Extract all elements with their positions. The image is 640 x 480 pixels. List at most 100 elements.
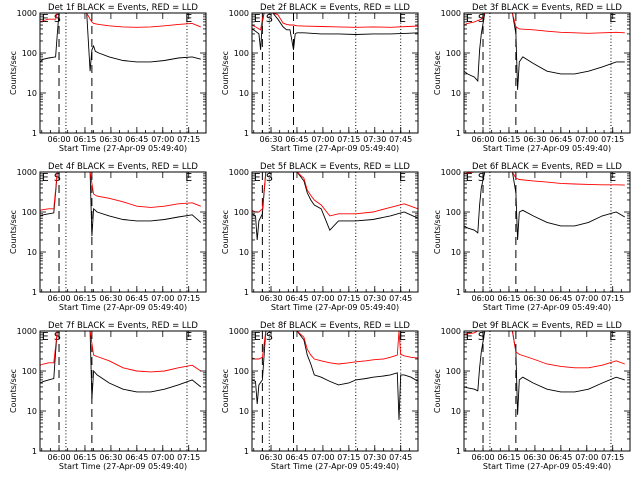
x-tick-label: 07:30 [363, 135, 386, 144]
x-tick-label: 07:00 [575, 135, 598, 144]
chart-title: Det 4f BLACK = Events, RED = LLD [48, 162, 198, 172]
x-tick-label: 06:45 [125, 135, 148, 144]
x-axis-label: Start Time (27-Apr-09 05:49:40) [483, 303, 611, 312]
x-tick-label: 06:45 [549, 294, 572, 303]
series-line-lld [251, 330, 419, 365]
x-tick-label: 06:15 [497, 453, 520, 462]
x-tick-label: 07:00 [151, 294, 174, 303]
y-tick-label: 10 [239, 407, 249, 416]
chart-title: Det 6f BLACK = Events, RED = LLD [472, 162, 622, 172]
x-tick-label: 07:15 [337, 453, 360, 462]
y-tick-label: 10 [239, 248, 249, 257]
chart-title: Det 9f BLACK = Events, RED = LLD [472, 321, 622, 331]
plot-frame [39, 330, 207, 452]
series-line-events [251, 171, 419, 241]
x-tick-label: 07:00 [311, 453, 334, 462]
y-axis-label: Counts/sec [221, 51, 230, 95]
range-marker-e: E [254, 12, 261, 25]
chart-title: Det 5f BLACK = Events, RED = LLD [260, 162, 410, 172]
range-marker-e: E [42, 171, 49, 184]
y-axis-label: Counts/sec [433, 369, 442, 413]
range-marker-s: S [54, 12, 61, 25]
x-tick-label: 06:30 [259, 453, 282, 462]
x-tick-label: 07:15 [601, 453, 624, 462]
x-tick-label: 06:30 [99, 453, 122, 462]
y-tick-label: 100 [234, 49, 249, 58]
series-line-events [251, 330, 419, 420]
x-tick-label: 06:30 [259, 135, 282, 144]
x-tick-label: 07:15 [337, 294, 360, 303]
chart-title: Det 8f BLACK = Events, RED = LLD [260, 321, 410, 331]
x-tick-label: 06:45 [285, 453, 308, 462]
y-tick-label: 100 [234, 367, 249, 376]
x-tick-label: 06:00 [47, 453, 70, 462]
chart-title: Det 3f BLACK = Events, RED = LLD [472, 3, 622, 13]
x-axis-label: Start Time (27-Apr-09 05:49:40) [59, 462, 187, 471]
plot-frame [251, 12, 419, 134]
x-tick-label: 06:15 [497, 294, 520, 303]
x-tick-label: 07:15 [177, 453, 200, 462]
y-tick-label: 1000 [229, 9, 249, 18]
range-marker-e: E [466, 12, 473, 25]
y-axis-label: Counts/sec [221, 210, 230, 254]
y-tick-label: 1000 [17, 327, 37, 336]
series-line-lld [39, 330, 202, 373]
range-marker-e: E [399, 171, 406, 184]
plot-frame [39, 171, 207, 293]
x-tick-label: 07:15 [601, 294, 624, 303]
range-marker-e: E [254, 330, 261, 343]
series-line-events [39, 330, 202, 400]
x-tick-label: 07:45 [389, 294, 412, 303]
y-tick-label: 1 [32, 288, 37, 297]
range-marker-e: E [399, 12, 406, 25]
series-line-lld [463, 330, 625, 369]
x-tick-label: 07:15 [337, 135, 360, 144]
y-axis-label: Counts/sec [9, 369, 18, 413]
y-tick-label: 100 [446, 49, 461, 58]
range-marker-e: E [254, 171, 261, 184]
y-tick-label: 10 [239, 89, 249, 98]
plot-frame [251, 330, 419, 452]
series-line-events [39, 12, 201, 72]
y-tick-label: 100 [446, 367, 461, 376]
x-tick-label: 06:30 [99, 135, 122, 144]
plot-frame [251, 171, 419, 293]
series-line-lld [463, 171, 625, 186]
y-tick-label: 1 [32, 447, 37, 456]
x-tick-label: 07:00 [151, 453, 174, 462]
range-marker-e: E [42, 330, 49, 343]
chart-title: Det 7f BLACK = Events, RED = LLD [48, 321, 198, 331]
x-tick-label: 07:15 [177, 294, 200, 303]
y-tick-label: 1 [456, 288, 461, 297]
y-tick-label: 100 [234, 208, 249, 217]
plot-frame [463, 171, 631, 293]
y-tick-label: 1000 [441, 168, 461, 177]
y-tick-label: 100 [22, 49, 37, 58]
y-tick-label: 10 [451, 407, 461, 416]
range-marker-e: E [42, 12, 49, 25]
x-tick-label: 06:00 [47, 294, 70, 303]
x-tick-label: 06:45 [285, 294, 308, 303]
y-tick-label: 1000 [17, 9, 37, 18]
y-tick-label: 1 [456, 447, 461, 456]
x-tick-label: 07:00 [311, 135, 334, 144]
plot-frame [463, 330, 631, 452]
y-tick-label: 1000 [17, 168, 37, 177]
y-tick-label: 1000 [229, 168, 249, 177]
chart-title: Det 2f BLACK = Events, RED = LLD [260, 3, 410, 13]
y-tick-label: 100 [446, 208, 461, 217]
x-tick-label: 06:00 [471, 453, 494, 462]
range-marker-s: S [54, 171, 61, 184]
x-tick-label: 06:15 [73, 453, 96, 462]
series-line-events [251, 12, 419, 50]
x-tick-label: 06:00 [471, 294, 494, 303]
x-tick-label: 06:45 [549, 453, 572, 462]
x-tick-label: 06:15 [73, 294, 96, 303]
series-line-lld [251, 171, 419, 217]
